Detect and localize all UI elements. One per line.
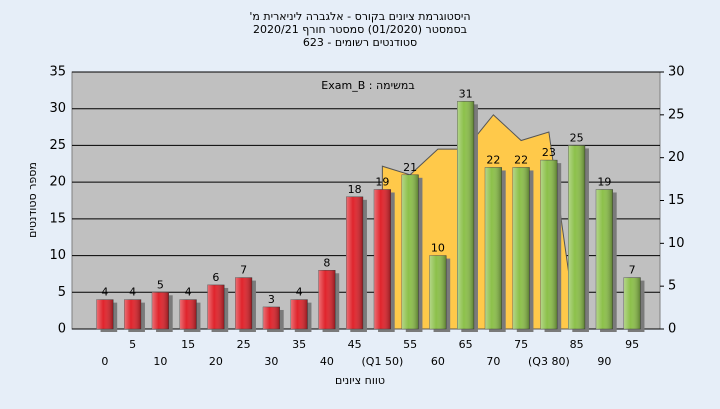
bar-shade: [429, 255, 447, 329]
y-tick-label: 5: [58, 285, 66, 300]
y-tick-label: 25: [49, 138, 66, 153]
data-label: 25: [570, 131, 584, 144]
annotation: במשימה : Exam_B: [321, 79, 414, 92]
y-tick-label: 10: [49, 248, 66, 263]
bar-shade: [512, 167, 530, 329]
x-tick-label: 5: [129, 338, 136, 351]
title-line: בסמסטר (01/2020) סמסטר חורף 2020/21: [253, 23, 467, 36]
data-label: 18: [348, 183, 362, 196]
x-tick-label: 25: [237, 338, 251, 351]
bar-shade: [263, 306, 280, 329]
y-axis-label: מספר סטודנטים: [26, 162, 39, 238]
bar-shade: [318, 270, 336, 329]
bar-shade: [485, 167, 502, 329]
bar-shade: [290, 299, 308, 329]
data-label: 22: [486, 153, 500, 166]
x-tick-label: 0: [101, 355, 108, 368]
bar-shade: [374, 189, 391, 329]
bar-shade: [346, 196, 363, 329]
bar-shade: [568, 145, 585, 329]
data-label: 31: [459, 87, 473, 100]
bar-shade: [179, 299, 197, 329]
x-tick-label: (Q1 50): [362, 355, 404, 368]
data-label: 7: [240, 264, 247, 277]
bar-shade: [596, 189, 613, 329]
x-tick-label: (Q3 80): [528, 355, 570, 368]
data-label: 23: [542, 146, 556, 159]
x-tick-label: 55: [403, 338, 417, 351]
data-label: 6: [212, 271, 219, 284]
data-label: 19: [375, 175, 389, 188]
y-tick-label: 15: [49, 211, 66, 226]
x-tick-label: 45: [348, 338, 362, 351]
x-tick-label: 10: [153, 355, 167, 368]
title-line: סטודנטים רשומים - 623: [303, 36, 417, 49]
bar-shade: [235, 277, 252, 329]
y2-tick-label: 15: [668, 193, 685, 208]
data-label: 22: [514, 153, 528, 166]
data-label: 4: [129, 286, 136, 299]
data-label: 3: [268, 293, 275, 306]
data-label: 10: [431, 242, 445, 255]
y-tick-label: 35: [49, 65, 66, 80]
bar-shade: [540, 160, 558, 329]
data-label: 7: [629, 264, 636, 277]
bar-shade: [401, 174, 419, 329]
data-label: 4: [296, 286, 303, 299]
x-tick-label: 35: [292, 338, 306, 351]
x-tick-label: 40: [320, 355, 334, 368]
x-tick-label: 20: [209, 355, 223, 368]
x-axis-label: טווח ציונים: [335, 374, 385, 387]
y2-tick-label: 5: [668, 279, 676, 294]
y2-tick-label: 30: [668, 65, 685, 80]
data-label: 4: [101, 286, 108, 299]
y2-tick-label: 0: [668, 322, 676, 337]
y2-tick-label: 25: [668, 107, 685, 122]
y-tick-label: 0: [58, 322, 66, 337]
x-tick-label: 60: [431, 355, 445, 368]
data-label: 5: [157, 278, 164, 291]
title-line: היסטוגרמת ציונים בקורס - אלגברה ליניארית…: [249, 10, 470, 23]
y-tick-label: 20: [49, 175, 66, 190]
x-tick-label: 70: [486, 355, 500, 368]
bar-shade: [457, 101, 474, 329]
y-tick-label: 30: [49, 101, 66, 116]
x-tick-label: 85: [570, 338, 584, 351]
data-label: 19: [597, 175, 611, 188]
bar-shade: [96, 299, 114, 329]
bar-shade: [207, 284, 225, 329]
y2-tick-label: 10: [668, 236, 685, 251]
bar-shade: [623, 277, 641, 329]
x-tick-label: 65: [459, 338, 473, 351]
data-label: 8: [323, 256, 330, 269]
x-tick-label: 30: [264, 355, 278, 368]
data-label: 21: [403, 161, 417, 174]
bar-shade: [124, 299, 141, 329]
x-tick-label: 95: [625, 338, 639, 351]
y2-tick-label: 20: [668, 150, 685, 165]
bar-shade: [152, 292, 169, 329]
x-tick-label: 90: [597, 355, 611, 368]
data-label: 4: [185, 286, 192, 299]
x-tick-label: 15: [181, 338, 195, 351]
x-tick-label: 75: [514, 338, 528, 351]
